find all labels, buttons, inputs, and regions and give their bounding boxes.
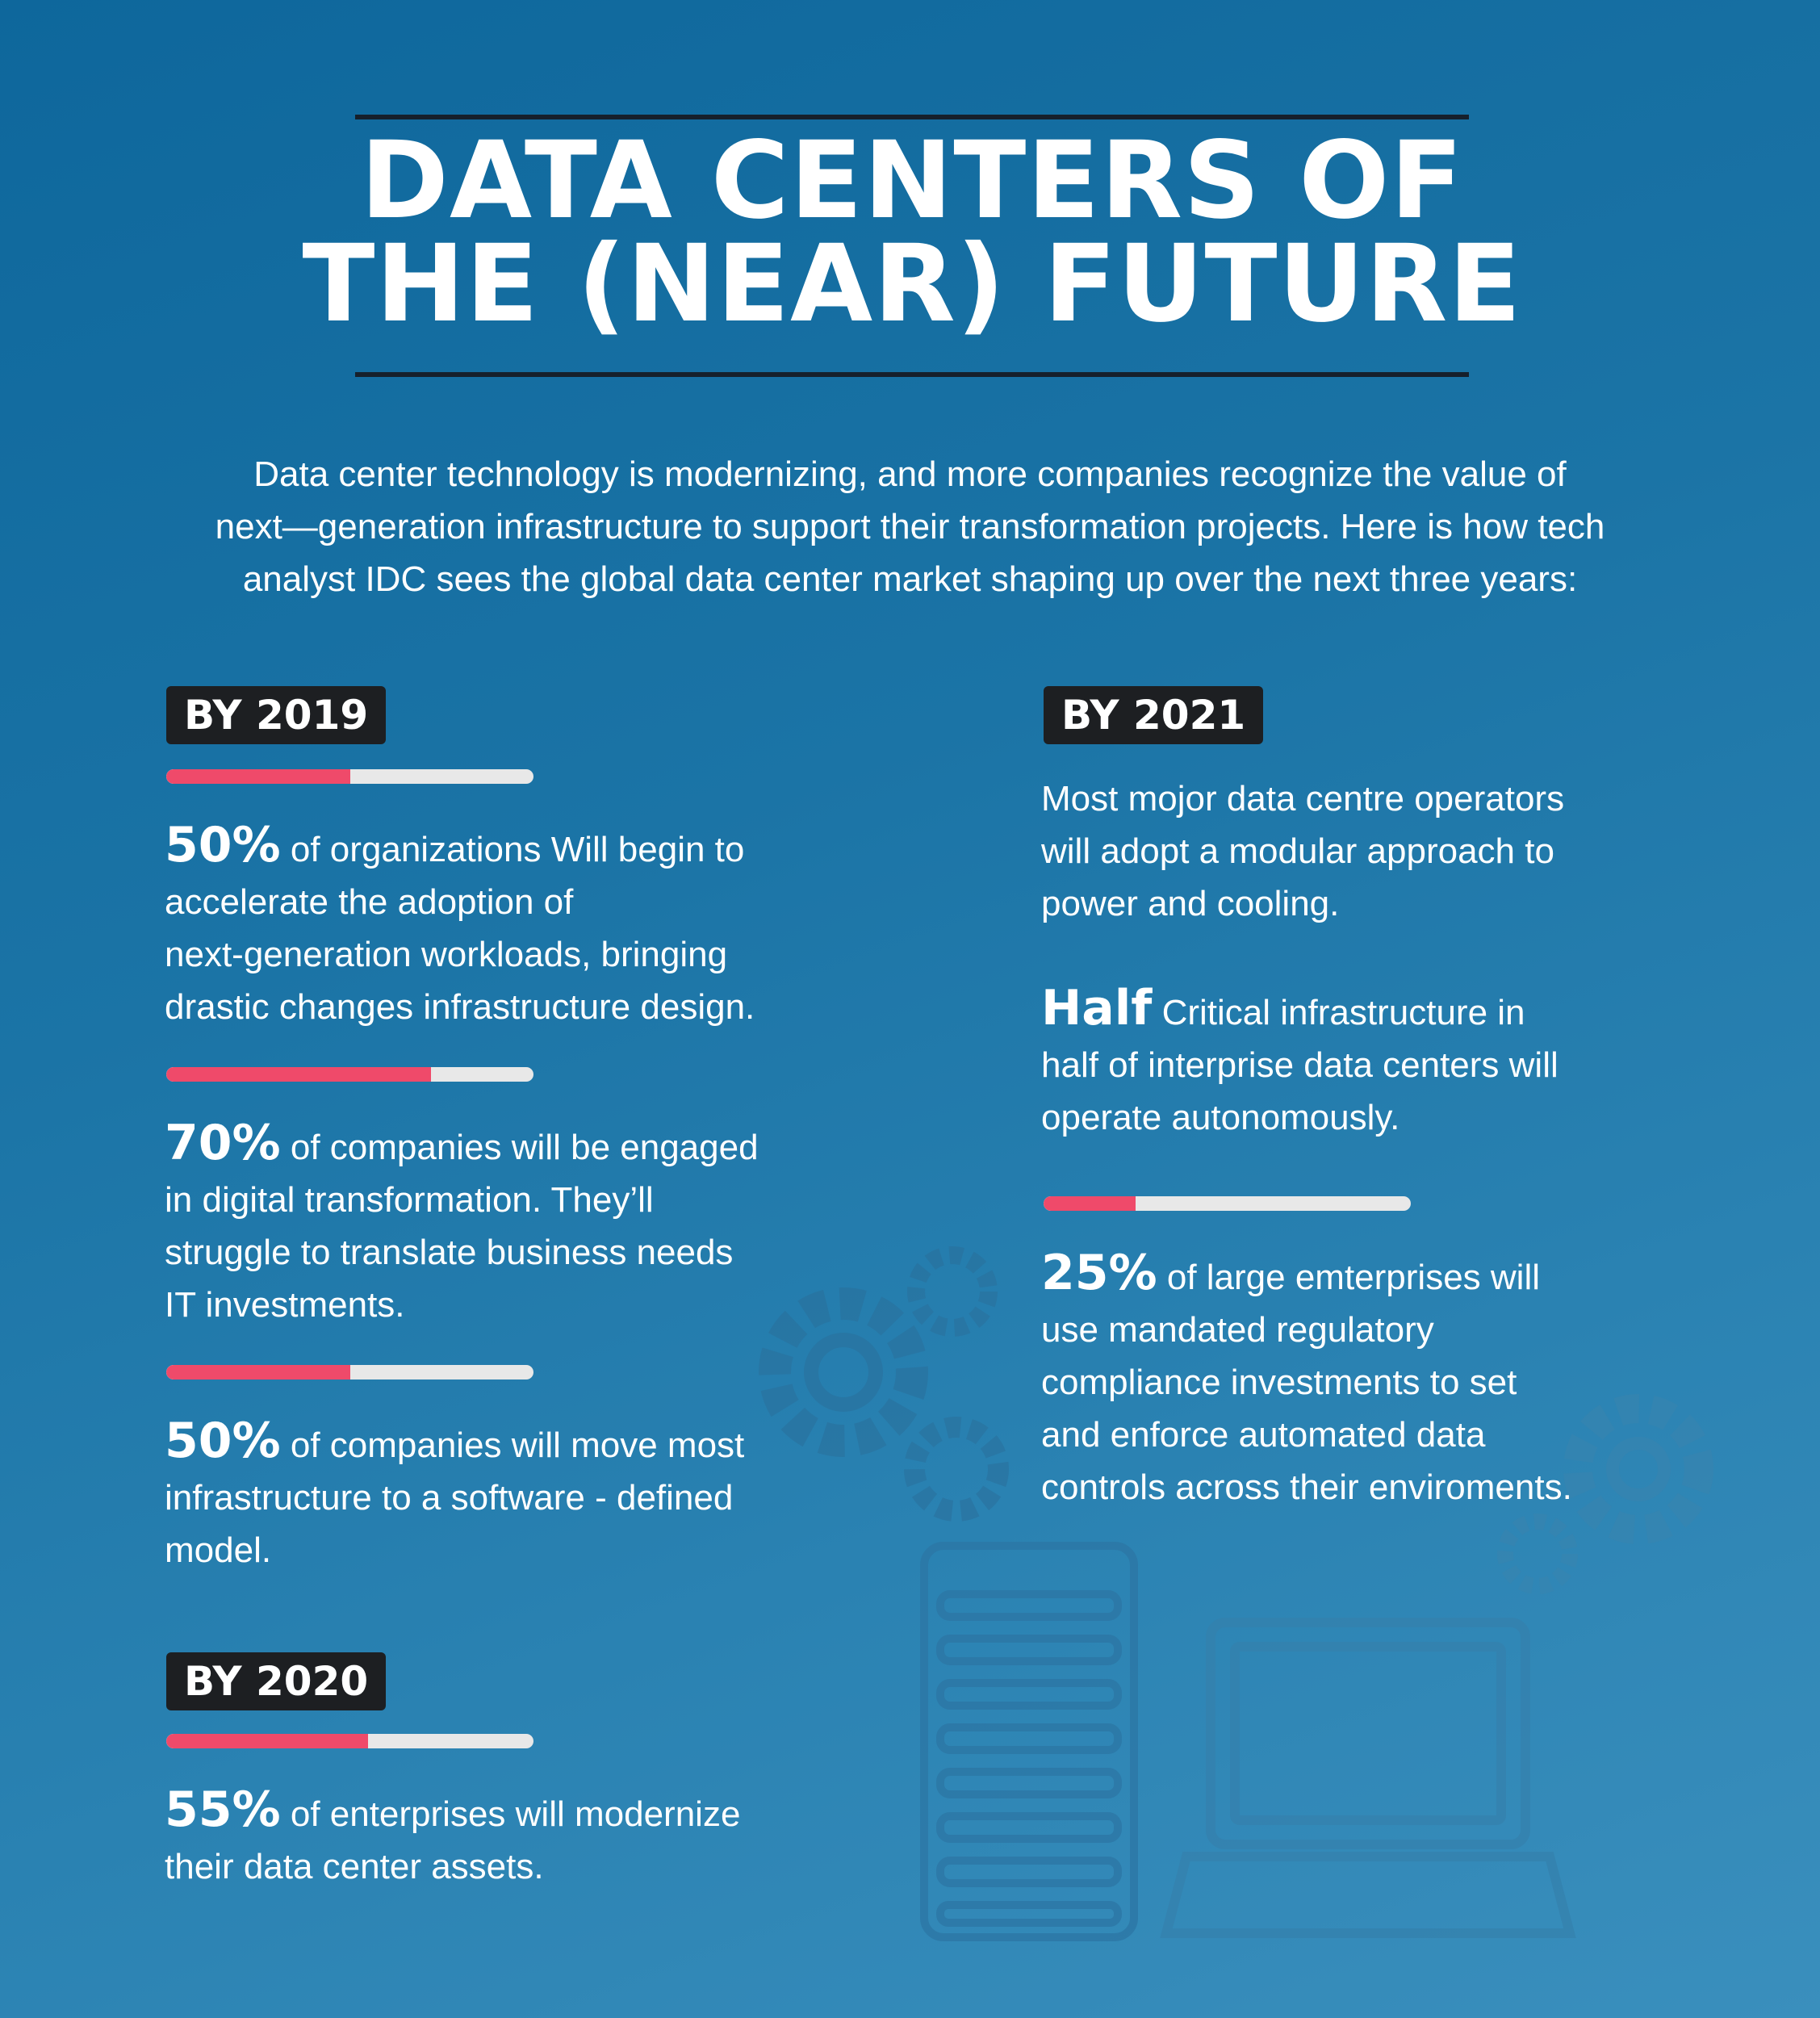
stat-value: 50% — [165, 1413, 281, 1469]
gear-icon — [904, 1417, 1009, 1522]
stat-line: Critical infrastructure in — [1152, 993, 1525, 1032]
stat-text-2019-c: 50% of companies will move most infrastr… — [165, 1415, 843, 1576]
stat-value: 25% — [1041, 1245, 1157, 1301]
stat-text-2019-b: 70% of companies will be engaged in digi… — [165, 1117, 843, 1331]
progress-bar — [166, 1067, 533, 1082]
progress-fill — [1044, 1196, 1136, 1211]
stat-value: 55% — [165, 1781, 281, 1838]
progress-fill — [166, 769, 350, 784]
stat-line: infrastructure to a software - defined — [165, 1478, 734, 1518]
intro-line: analyst IDC sees the global data center … — [242, 559, 1578, 599]
gear-icon — [759, 1287, 928, 1457]
laptop-icon — [1160, 1618, 1576, 1938]
stat-line: Most mojor data centre operators — [1041, 779, 1565, 819]
year-badge-2019: BY 2019 — [166, 686, 387, 744]
stat-line: use mandated regulatory — [1041, 1310, 1434, 1350]
stat-line: and enforce automated data — [1041, 1415, 1486, 1455]
title-line-1: DATA CENTERS OF — [360, 119, 1464, 243]
intro-line: next—generation infrastructure to suppor… — [215, 507, 1605, 546]
gear-icon — [907, 1246, 998, 1337]
year-badge-2020: BY 2020 — [166, 1652, 387, 1710]
stat-value: 70% — [165, 1115, 281, 1171]
progress-bar — [166, 769, 533, 784]
title-top-rule — [355, 115, 1469, 119]
progress-bar — [166, 1365, 533, 1380]
stat-text-2021-c: 25% of large emterprises will use mandat… — [1041, 1247, 1751, 1514]
stat-line: drastic changes infrastructure design. — [165, 987, 755, 1027]
stat-value: Half — [1041, 980, 1153, 1036]
intro-line: Data center technology is modernizing, a… — [253, 454, 1567, 494]
stat-line: next-generation workloads, bringing — [165, 935, 728, 974]
stat-line: controls across their enviroments. — [1041, 1467, 1572, 1507]
stat-line: will adopt a modular approach to — [1041, 831, 1554, 871]
stat-line: struggle to translate business needs — [165, 1233, 734, 1272]
stat-text-2020-a: 55% of enterprises will modernize their … — [165, 1784, 843, 1893]
stat-line: of large emterprises will — [1157, 1258, 1540, 1297]
progress-bar — [1044, 1196, 1411, 1211]
stat-line: half of interprise data centers will — [1041, 1045, 1559, 1085]
stat-line: their data center assets. — [165, 1847, 544, 1886]
progress-bar — [166, 1734, 533, 1748]
stat-line: model. — [165, 1530, 272, 1570]
stat-line: of companies will move most — [280, 1426, 745, 1465]
stat-line: operate autonomously. — [1041, 1098, 1400, 1137]
title-line-2: THE (NEAR) FUTURE — [302, 222, 1522, 346]
year-badge-2021: BY 2021 — [1044, 686, 1264, 744]
stat-line: power and cooling. — [1041, 884, 1340, 923]
stat-line: in digital transformation. They’ll — [165, 1180, 654, 1220]
progress-fill — [166, 1734, 369, 1748]
title-bottom-rule — [355, 372, 1469, 377]
stat-text-2021-b: Half Critical infrastructure in half of … — [1041, 982, 1751, 1144]
stat-line: of companies will be engaged — [280, 1128, 759, 1167]
server-rack-icon — [920, 1542, 1138, 1941]
stat-line: compliance investments to set — [1041, 1363, 1517, 1402]
gear-icon — [1563, 1394, 1713, 1544]
progress-fill — [166, 1365, 350, 1380]
stat-line: of organizations Will begin to — [280, 830, 745, 869]
gear-icon — [1497, 1514, 1578, 1594]
stat-text-2021-a: Most mojor data centre operators will ad… — [1041, 772, 1751, 930]
intro-paragraph: Data center technology is modernizing, a… — [121, 448, 1699, 605]
stat-line: accelerate the adoption of — [165, 882, 574, 922]
stat-line: of enterprises will modernize — [280, 1794, 741, 1834]
stat-line: IT investments. — [165, 1285, 405, 1325]
page-title: DATA CENTERS OF THE (NEAR) FUTURE — [274, 119, 1550, 346]
stat-text-2019-a: 50% of organizations Will begin to accel… — [165, 819, 843, 1033]
progress-fill — [166, 1067, 431, 1082]
stat-value: 50% — [165, 817, 281, 873]
